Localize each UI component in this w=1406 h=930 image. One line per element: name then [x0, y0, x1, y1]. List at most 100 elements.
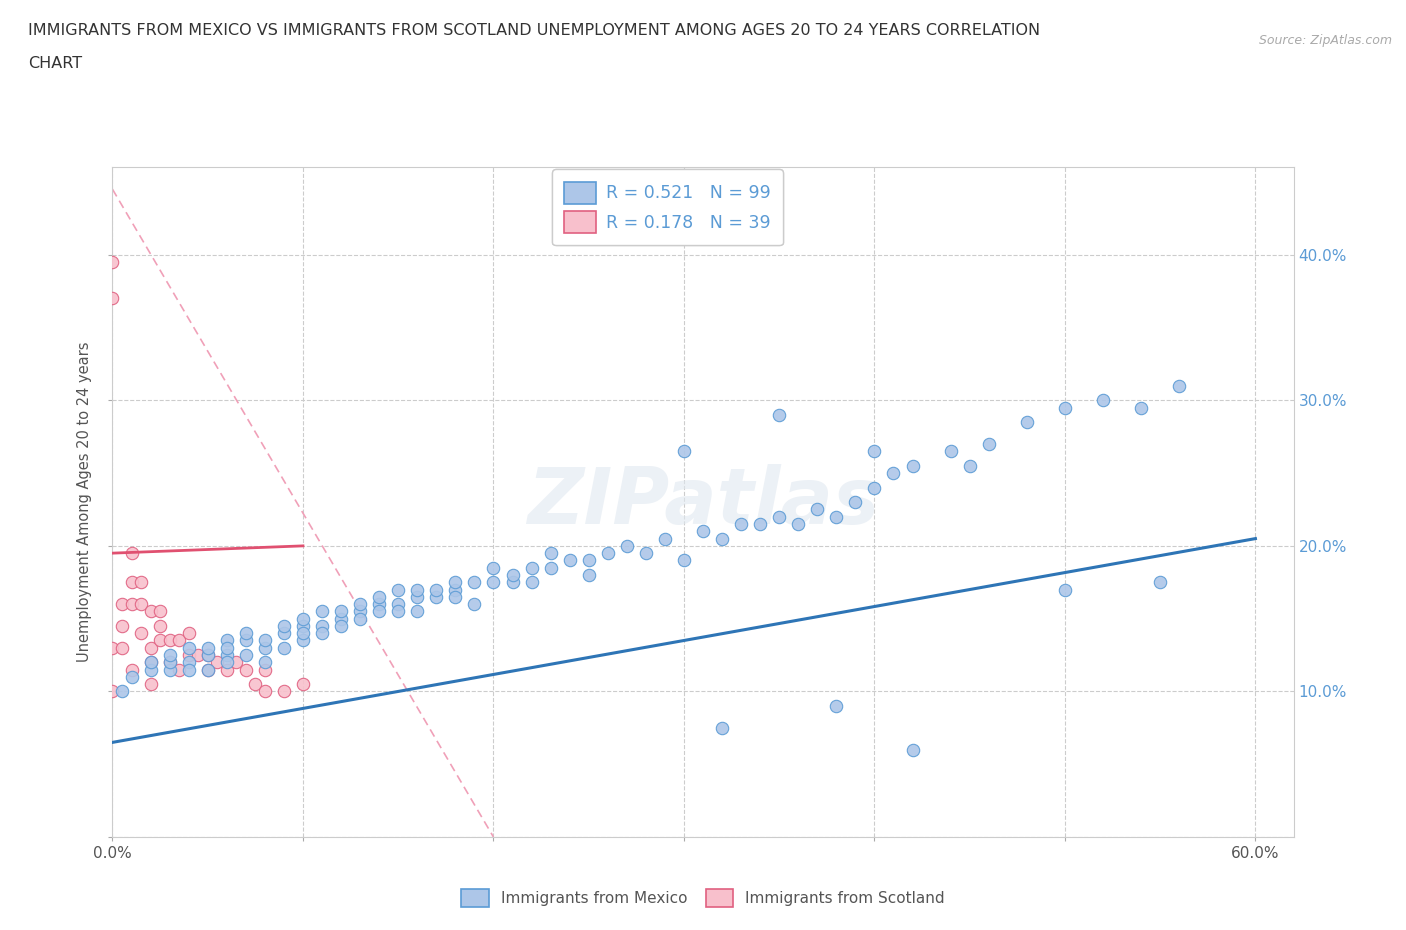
- Point: [425, 590, 447, 604]
- Point: [749, 516, 772, 531]
- Point: [901, 742, 924, 757]
- Point: [1092, 392, 1115, 407]
- Point: [139, 677, 162, 692]
- Point: [215, 647, 238, 662]
- Y-axis label: Unemployment Among Ages 20 to 24 years: Unemployment Among Ages 20 to 24 years: [77, 342, 93, 662]
- Point: [349, 597, 371, 612]
- Point: [578, 567, 600, 582]
- Point: [787, 516, 810, 531]
- Point: [177, 626, 200, 641]
- Point: [253, 662, 276, 677]
- Point: [121, 670, 143, 684]
- Point: [245, 677, 267, 692]
- Point: [159, 647, 181, 662]
- Point: [177, 662, 200, 677]
- Point: [444, 582, 467, 597]
- Point: [101, 684, 124, 698]
- Point: [215, 662, 238, 677]
- Point: [139, 604, 162, 618]
- Point: [159, 655, 181, 670]
- Point: [711, 721, 734, 736]
- Point: [235, 626, 257, 641]
- Point: [444, 590, 467, 604]
- Point: [129, 575, 152, 590]
- Point: [215, 641, 238, 656]
- Point: [291, 611, 314, 626]
- Point: [844, 495, 866, 510]
- Point: [159, 662, 181, 677]
- Point: [159, 633, 181, 648]
- Text: ZIPatlas: ZIPatlas: [527, 464, 879, 540]
- Point: [121, 662, 143, 677]
- Point: [129, 597, 152, 612]
- Point: [121, 546, 143, 561]
- Point: [129, 626, 152, 641]
- Text: CHART: CHART: [28, 56, 82, 71]
- Point: [330, 611, 353, 626]
- Point: [502, 575, 524, 590]
- Point: [520, 575, 543, 590]
- Point: [540, 546, 562, 561]
- Point: [616, 538, 638, 553]
- Point: [578, 553, 600, 568]
- Point: [1053, 582, 1076, 597]
- Point: [111, 618, 134, 633]
- Point: [1130, 400, 1153, 415]
- Point: [139, 641, 162, 656]
- Point: [139, 662, 162, 677]
- Point: [235, 633, 257, 648]
- Point: [540, 560, 562, 575]
- Point: [121, 597, 143, 612]
- Point: [101, 255, 124, 270]
- Point: [197, 647, 219, 662]
- Point: [502, 567, 524, 582]
- Point: [977, 436, 1000, 451]
- Point: [149, 618, 172, 633]
- Point: [387, 582, 409, 597]
- Point: [672, 444, 695, 458]
- Point: [187, 647, 209, 662]
- Point: [1149, 575, 1171, 590]
- Point: [235, 662, 257, 677]
- Legend: R = 0.521   N = 99, R = 0.178   N = 39: R = 0.521 N = 99, R = 0.178 N = 39: [553, 169, 783, 246]
- Point: [882, 466, 904, 481]
- Point: [291, 633, 314, 648]
- Point: [311, 618, 333, 633]
- Point: [207, 655, 229, 670]
- Point: [311, 604, 333, 618]
- Point: [1053, 400, 1076, 415]
- Point: [825, 510, 848, 525]
- Point: [558, 553, 581, 568]
- Point: [349, 611, 371, 626]
- Point: [939, 444, 962, 458]
- Point: [959, 458, 981, 473]
- Point: [520, 560, 543, 575]
- Point: [368, 604, 391, 618]
- Point: [406, 590, 429, 604]
- Point: [711, 531, 734, 546]
- Point: [167, 662, 190, 677]
- Point: [368, 590, 391, 604]
- Point: [806, 502, 828, 517]
- Point: [149, 633, 172, 648]
- Point: [387, 604, 409, 618]
- Point: [273, 641, 295, 656]
- Point: [225, 655, 247, 670]
- Point: [197, 662, 219, 677]
- Point: [387, 597, 409, 612]
- Point: [463, 597, 485, 612]
- Point: [253, 633, 276, 648]
- Point: [291, 677, 314, 692]
- Point: [235, 647, 257, 662]
- Point: [482, 575, 505, 590]
- Point: [177, 655, 200, 670]
- Point: [634, 546, 657, 561]
- Point: [730, 516, 752, 531]
- Point: [291, 618, 314, 633]
- Point: [863, 480, 886, 495]
- Point: [139, 655, 162, 670]
- Point: [273, 626, 295, 641]
- Point: [330, 604, 353, 618]
- Point: [482, 560, 505, 575]
- Point: [111, 641, 134, 656]
